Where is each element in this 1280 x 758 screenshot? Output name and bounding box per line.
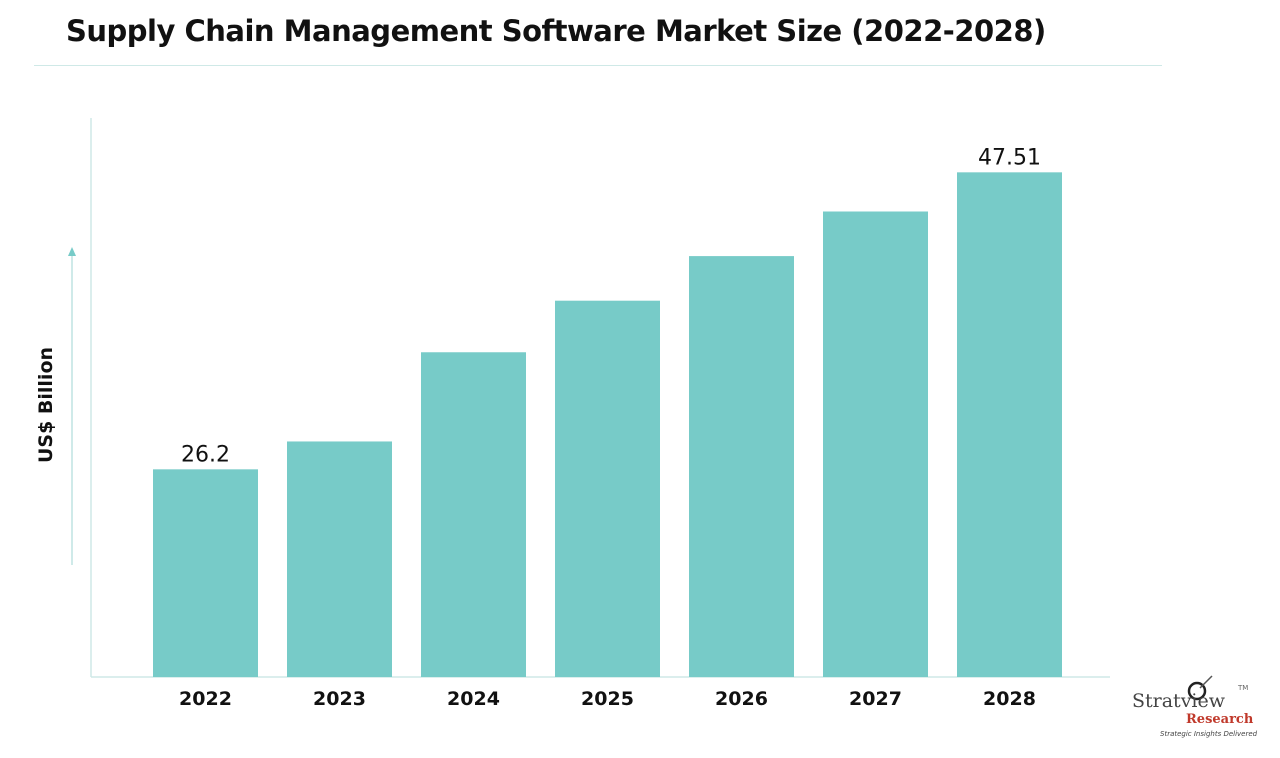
bar-2025: [555, 300, 660, 677]
stratview-logo: Stratview TM Research Strategic Insights…: [1130, 670, 1270, 750]
logo-magnifier-icon: [1187, 681, 1207, 701]
x-tick-label-2028: 2028: [983, 688, 1036, 710]
bar-2027: [823, 211, 928, 678]
bar-2024: [421, 352, 526, 677]
x-tick-label-2022: 2022: [179, 688, 232, 710]
x-tick-label-2025: 2025: [581, 688, 634, 710]
y-arrow-head: [68, 247, 76, 256]
data-label-2022: 26.2: [181, 442, 230, 467]
logo-name: Stratview: [1132, 690, 1226, 712]
logo-arrow-icon: [1199, 675, 1213, 689]
x-tick-label-2023: 2023: [313, 688, 366, 710]
bar-2026: [689, 256, 794, 677]
x-tick-label-2027: 2027: [849, 688, 902, 710]
bar-2028: [957, 172, 1062, 678]
x-tick-label-2024: 2024: [447, 688, 500, 710]
title-divider: [34, 65, 1162, 66]
logo-tagline: Strategic Insights Delivered: [1160, 730, 1258, 738]
logo-sub: Research: [1186, 712, 1254, 727]
logo-tm: TM: [1238, 684, 1249, 692]
bar-2023: [287, 441, 392, 677]
chart-title: Supply Chain Management Software Market …: [66, 14, 1046, 48]
data-label-2028: 47.51: [978, 145, 1041, 170]
y-axis-label: US$ Billion: [35, 346, 57, 464]
bar-2022: [153, 469, 258, 677]
x-tick-label-2026: 2026: [715, 688, 768, 710]
